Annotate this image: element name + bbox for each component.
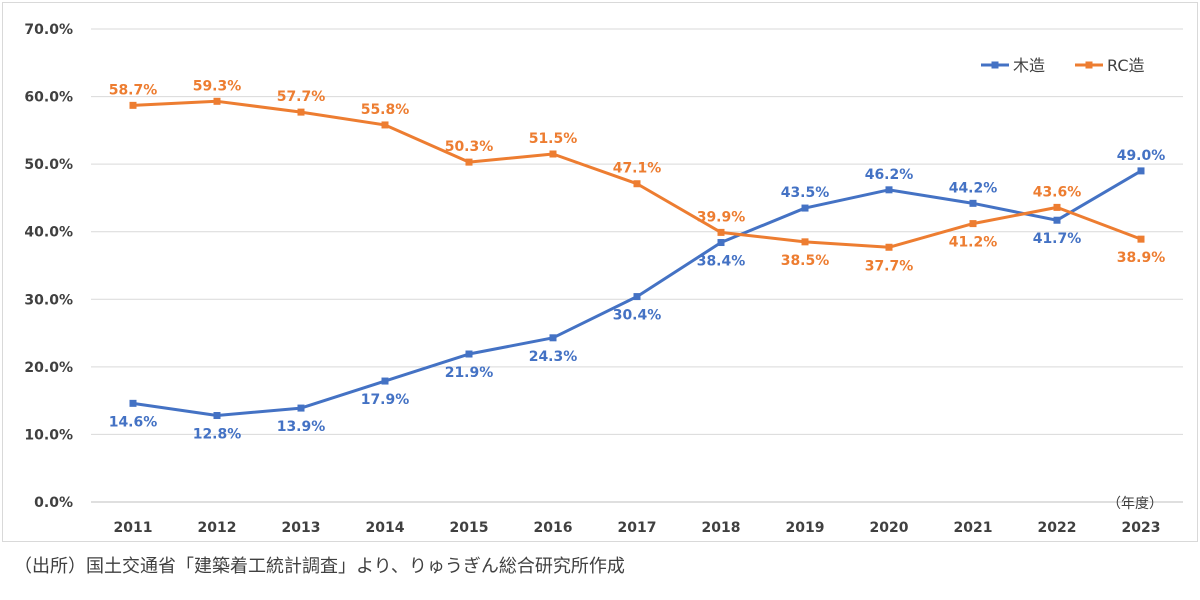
data-point [549,334,557,342]
x-tick-label: 2012 [198,520,237,536]
series-layer: 14.6% 12.8% 13.9% 17.9% 21.9% 24.3% 30.4% 38.4%… [109,78,1166,442]
data-point [885,186,893,194]
x-tick-label: 2019 [786,520,825,536]
data-point [885,243,893,251]
line-chart: 0.0%10.0%20.0%30.0%40.0%50.0%60.0%70.0% … [24,22,1183,536]
data-label: 24.3% [529,349,578,365]
series-wood: 14.6% 12.8% 13.9% 17.9% 21.9% 24.3% 30.4% 38.4%… [109,148,1166,443]
data-point [381,377,389,385]
legend-marker [1085,61,1093,69]
data-point [213,97,221,105]
x-axis-tick-labels: 2011 2012 2013 2014 2015 2016 2017 2018 2019 2020… [114,520,1161,536]
y-tick-label: 60.0% [24,90,73,106]
x-tick-label: 2015 [450,520,489,536]
data-point [129,101,137,109]
source-note: （出所）国土交通省「建築着工統計調査」より、りゅうぎん総合研究所作成 [14,556,625,577]
data-point [633,180,641,188]
data-label: 12.8% [193,427,242,443]
y-axis-tick-labels: 0.0% 10.0% 20.0% 30.0% 40.0% 50.0% 60.0% 70.0% [24,22,73,511]
data-label: 17.9% [361,392,410,408]
data-label: 38.9% [1117,250,1166,266]
data-label: 14.6% [109,414,158,430]
legend-item: 木造 [981,56,1045,75]
data-label: 39.9% [697,209,746,225]
x-tick-label: 2014 [366,520,405,536]
data-label: 38.5% [781,253,830,269]
data-label: 37.7% [865,258,914,274]
data-point [297,108,305,116]
legend-label: 木造 [1013,56,1045,75]
data-point [465,350,473,358]
gridlines [91,28,1183,503]
x-tick-label: 2020 [870,520,909,536]
data-point [1137,167,1145,175]
data-label: 44.2% [949,180,998,196]
x-tick-label: 2013 [282,520,321,536]
data-label: 58.7% [109,82,158,98]
data-label: 41.7% [1033,231,1082,247]
legend-label: RC造 [1107,56,1145,75]
data-label: 49.0% [1117,148,1166,164]
data-point [969,199,977,207]
data-label: 47.1% [613,161,662,177]
data-label: 59.3% [193,78,242,94]
data-point [717,239,725,247]
y-tick-label: 70.0% [24,22,73,38]
x-tick-label: 2023 [1122,520,1161,536]
data-point [801,238,809,246]
data-point [801,204,809,212]
legend: 木造 RC造 [981,56,1145,75]
data-label: 51.5% [529,131,578,147]
data-point [465,158,473,166]
x-tick-label: 2018 [702,520,741,536]
data-label: 46.2% [865,167,914,183]
data-point [129,399,137,407]
data-label: 57.7% [277,89,326,105]
x-tick-label: 2016 [534,520,573,536]
data-label: 21.9% [445,365,494,381]
data-point [549,150,557,158]
y-tick-label: 50.0% [24,157,73,173]
legend-marker [991,61,999,69]
data-label: 13.9% [277,419,326,435]
data-label: 43.6% [1033,184,1082,200]
x-tick-label: 2021 [954,520,993,536]
y-tick-label: 20.0% [24,360,73,376]
data-point [213,412,221,420]
series-rc: 58.7% 59.3% 57.7% 55.8% 50.3% 51.5% 47.1% 39.9%… [109,78,1166,274]
data-point [969,220,977,228]
data-point [717,228,725,236]
data-label: 55.8% [361,102,410,118]
data-point [633,293,641,301]
data-label: 50.3% [445,139,494,155]
data-point [1053,216,1061,224]
data-label: 43.5% [781,185,830,201]
data-point [1137,235,1145,243]
y-tick-label: 0.0% [34,495,73,511]
y-tick-label: 30.0% [24,292,73,308]
data-point [1053,203,1061,211]
data-label: 30.4% [613,308,662,324]
data-label: 41.2% [949,235,998,251]
data-point [381,121,389,129]
chart-area: 0.0% 10.0% 20.0% 30.0% 40.0% 50.0% 60.0% 70.0% … [2,2,1198,542]
x-tick-label: 2017 [618,520,657,536]
x-axis-label: （年度） [1107,496,1163,512]
x-tick-label: 2011 [114,520,153,536]
y-tick-label: 40.0% [24,225,73,241]
data-label: 38.4% [697,254,746,270]
data-point [297,404,305,412]
y-tick-label: 10.0% [24,427,73,443]
legend-item: RC造 [1075,56,1145,75]
x-tick-label: 2022 [1038,520,1077,536]
